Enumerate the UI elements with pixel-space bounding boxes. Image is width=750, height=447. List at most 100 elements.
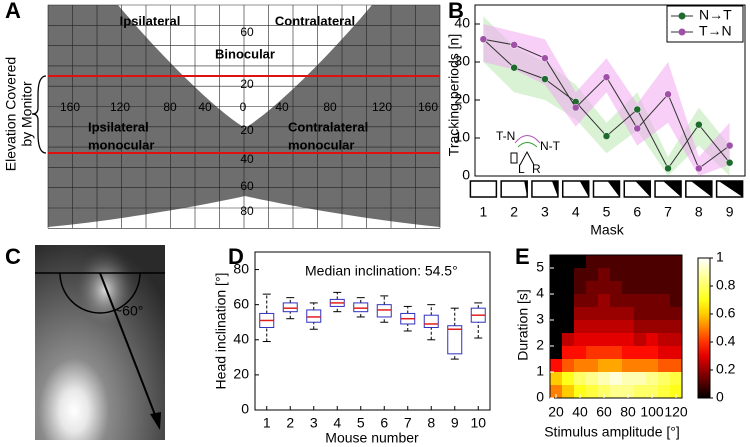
x-tick-label: 80 xyxy=(620,404,636,420)
azimuth-label: 120 xyxy=(372,100,392,114)
y-tick-label: 30 xyxy=(454,53,470,69)
heat-cell xyxy=(622,255,634,268)
heat-cell xyxy=(586,333,598,346)
error-band xyxy=(483,24,730,176)
heat-cell xyxy=(646,307,658,320)
heat-cell xyxy=(646,281,658,294)
heat-cell xyxy=(562,281,574,294)
mask-icon xyxy=(500,180,528,198)
x-tick-label: 20 xyxy=(548,404,564,420)
colorbar-label: 0.6 xyxy=(716,305,736,321)
legend-marker xyxy=(678,12,686,20)
heat-cell xyxy=(550,268,562,281)
heat-cell xyxy=(586,385,598,398)
heat-cell xyxy=(574,372,586,385)
point xyxy=(664,90,672,99)
y-tick-label: 60 xyxy=(233,295,249,311)
heat-cell xyxy=(670,333,682,346)
heat-cell xyxy=(646,385,658,398)
azimuth-label: 160 xyxy=(418,100,438,114)
heat-cell xyxy=(550,281,562,294)
label: monocular xyxy=(288,137,354,152)
heat-cell xyxy=(586,359,598,372)
x-tick-label: 10 xyxy=(470,415,486,431)
colorbar-label: 1 xyxy=(716,249,724,265)
heat-cell xyxy=(634,281,646,294)
point xyxy=(602,73,611,81)
azimuth-label: 0 xyxy=(240,100,247,114)
mask-icon xyxy=(469,180,498,198)
point xyxy=(664,164,672,173)
colorbar-label: 0 xyxy=(716,389,724,405)
panel-letter: D xyxy=(228,244,244,269)
point xyxy=(695,164,703,173)
heat-cell xyxy=(658,268,670,281)
heat-cell xyxy=(634,307,646,320)
box xyxy=(447,325,463,355)
label: Contralateral xyxy=(288,119,368,134)
x-tick-label: 9 xyxy=(726,204,734,220)
heat-cell xyxy=(670,385,682,398)
heat-cell xyxy=(610,333,622,346)
angle-arc xyxy=(59,272,141,314)
heat-cell xyxy=(562,320,574,333)
annotation: Median inclination: 54.5° xyxy=(305,263,458,279)
label: Elevation Covered xyxy=(3,57,19,171)
heat-cell xyxy=(610,372,622,385)
x-tick-label: 3 xyxy=(541,204,549,220)
heat-cell xyxy=(586,346,598,359)
point xyxy=(510,63,518,72)
brace xyxy=(31,75,47,154)
heat-cell xyxy=(634,294,646,307)
point xyxy=(725,141,734,150)
heat-cell xyxy=(646,333,658,346)
azimuth-label: 80 xyxy=(163,100,177,114)
heat-cell xyxy=(622,372,634,385)
heat-cell xyxy=(622,359,634,372)
heat-cell xyxy=(610,281,622,294)
heat-cell xyxy=(658,333,670,346)
box xyxy=(306,309,322,323)
panel-letter: C xyxy=(5,244,21,269)
heat-cell xyxy=(670,359,682,372)
label: by Monitor xyxy=(19,81,35,147)
plot-frame xyxy=(549,254,683,399)
heat-cell xyxy=(574,307,586,320)
heat-cell xyxy=(586,281,598,294)
heat-cell xyxy=(586,372,598,385)
heat-cell xyxy=(574,268,586,281)
heat-cell xyxy=(622,307,634,320)
heat-cell xyxy=(550,372,562,385)
label: Ipsilateral xyxy=(88,119,149,134)
heat-cell xyxy=(562,333,574,346)
mask-shape xyxy=(718,181,743,197)
heat-cell xyxy=(622,294,634,307)
x-axis-label: Mouse number xyxy=(325,430,419,446)
x-tick-label: 1 xyxy=(479,204,487,220)
heat-cell xyxy=(586,320,598,333)
heat-cell xyxy=(574,281,586,294)
heat-cell xyxy=(550,333,562,346)
colorbar-label: 0.4 xyxy=(716,333,736,349)
x-axis-label: Mask xyxy=(590,222,624,238)
x-tick-label: 4 xyxy=(333,415,341,431)
legend-label: N→T xyxy=(699,7,732,23)
heat-cell xyxy=(622,320,634,333)
heat-cell xyxy=(658,359,670,372)
y-tick-label: 80 xyxy=(233,260,249,276)
mask-shape xyxy=(690,181,712,197)
elevation-label: 60 xyxy=(240,25,254,39)
eye xyxy=(75,250,135,330)
heat-cell xyxy=(622,268,634,281)
inset-arc xyxy=(514,135,541,144)
heat-cell xyxy=(610,359,622,372)
y-axis-label: Duration [s] xyxy=(515,289,531,361)
heat-cell xyxy=(634,346,646,359)
heat-cell xyxy=(550,320,562,333)
heat-cell xyxy=(658,255,670,268)
heat-cell xyxy=(598,333,610,346)
heat-cell xyxy=(634,359,646,372)
heat-cell xyxy=(658,372,670,385)
heat-cell xyxy=(646,268,658,281)
heat-cell xyxy=(598,346,610,359)
